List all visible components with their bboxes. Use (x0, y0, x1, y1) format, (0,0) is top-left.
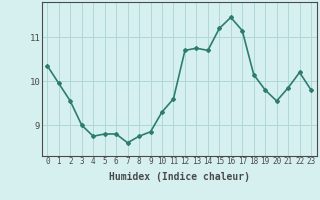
X-axis label: Humidex (Indice chaleur): Humidex (Indice chaleur) (109, 172, 250, 182)
